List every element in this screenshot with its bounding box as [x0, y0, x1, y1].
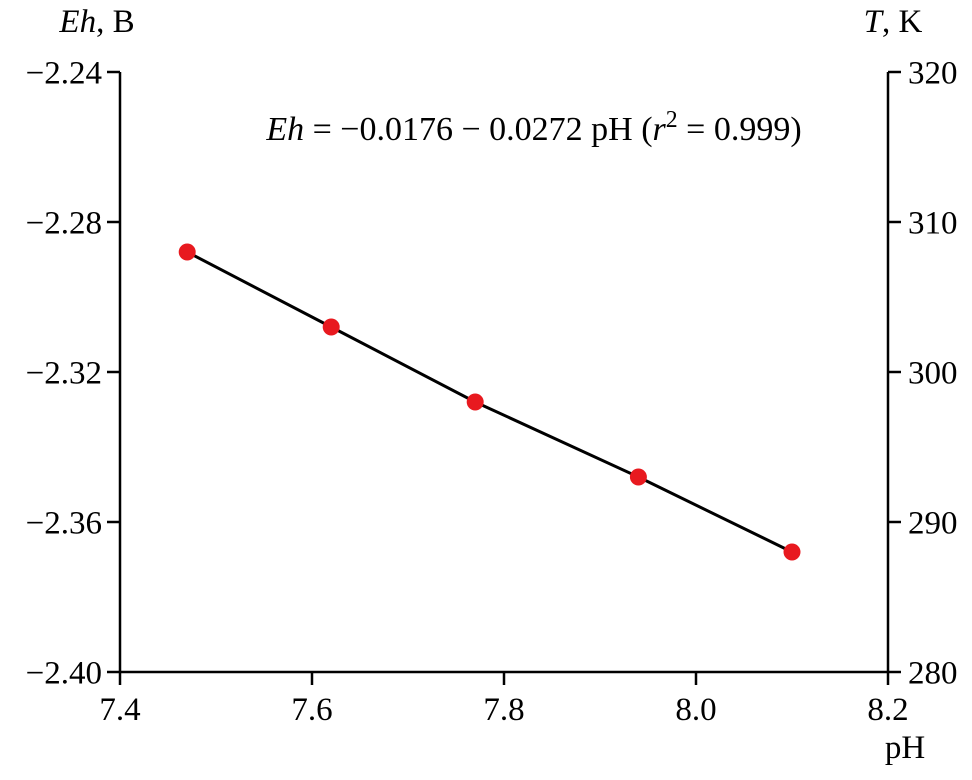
- data-point: [783, 543, 801, 561]
- left-axis-tick-label: −2.40: [26, 656, 102, 692]
- left-axis-tick-label: −2.36: [26, 506, 102, 542]
- x-axis-tick-label: 7.6: [291, 692, 332, 728]
- data-point: [178, 243, 196, 261]
- trend-line: [185, 250, 794, 554]
- data-point: [629, 468, 647, 486]
- x-axis-tick-label: 7.8: [483, 692, 524, 728]
- right-axis-tick-label: 320: [908, 56, 958, 92]
- left-axis-title: Eh, B: [58, 4, 134, 40]
- x-axis-tick-label: 8.2: [867, 692, 908, 728]
- left-axis-tick-label: −2.28: [26, 206, 102, 242]
- data-point: [322, 318, 340, 336]
- data-point: [466, 393, 484, 411]
- right-axis-tick-label: 280: [908, 656, 958, 692]
- right-axis-tick-label: 300: [908, 356, 958, 392]
- left-axis-tick-label: −2.32: [26, 356, 102, 392]
- x-axis-title: pH: [885, 730, 925, 766]
- right-axis-title: T, K: [864, 4, 923, 40]
- right-axis-tick-label: 310: [908, 206, 958, 242]
- x-axis-tick-label: 7.4: [99, 692, 140, 728]
- x-axis-tick-label: 8.0: [675, 692, 716, 728]
- regression-equation: Eh = −0.0176 − 0.0272 pH (r2 = 0.999): [265, 107, 801, 148]
- right-axis-tick-label: 290: [908, 506, 958, 542]
- left-axis-tick-label: −2.24: [26, 56, 102, 92]
